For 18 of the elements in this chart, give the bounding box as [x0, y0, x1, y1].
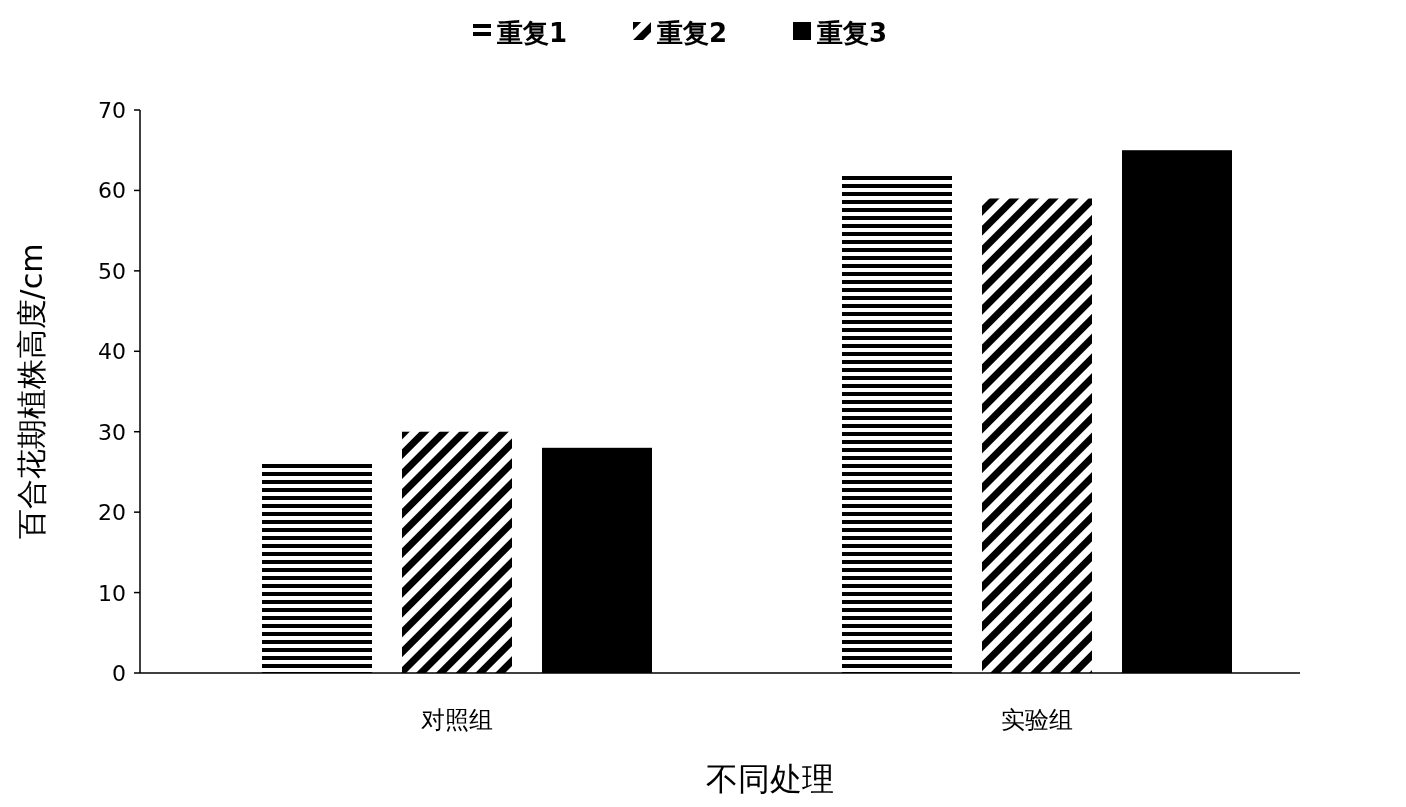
legend-label: 重复3	[816, 18, 888, 48]
legend-label: 重复1	[496, 18, 568, 48]
bar	[262, 463, 372, 673]
y-tick-label: 0	[112, 661, 126, 686]
y-tick-label: 50	[98, 258, 126, 284]
y-tick-label: 40	[98, 339, 126, 365]
x-tick-label: 实验组	[1001, 706, 1073, 734]
y-tick-label: 60	[98, 178, 126, 204]
x-tick-label: 对照组	[421, 706, 493, 734]
bar	[402, 431, 512, 673]
y-tick-label: 10	[98, 580, 126, 606]
y-tick-label: 30	[98, 419, 126, 445]
y-tick-label: 20	[98, 500, 126, 526]
y-tick-label: 70	[98, 98, 126, 123]
legend-label: 重复2	[656, 18, 728, 48]
x-axis-title: 不同处理	[706, 760, 834, 798]
bar	[982, 198, 1092, 673]
y-axis-title: 百合花期植株高度/cm	[14, 243, 49, 540]
